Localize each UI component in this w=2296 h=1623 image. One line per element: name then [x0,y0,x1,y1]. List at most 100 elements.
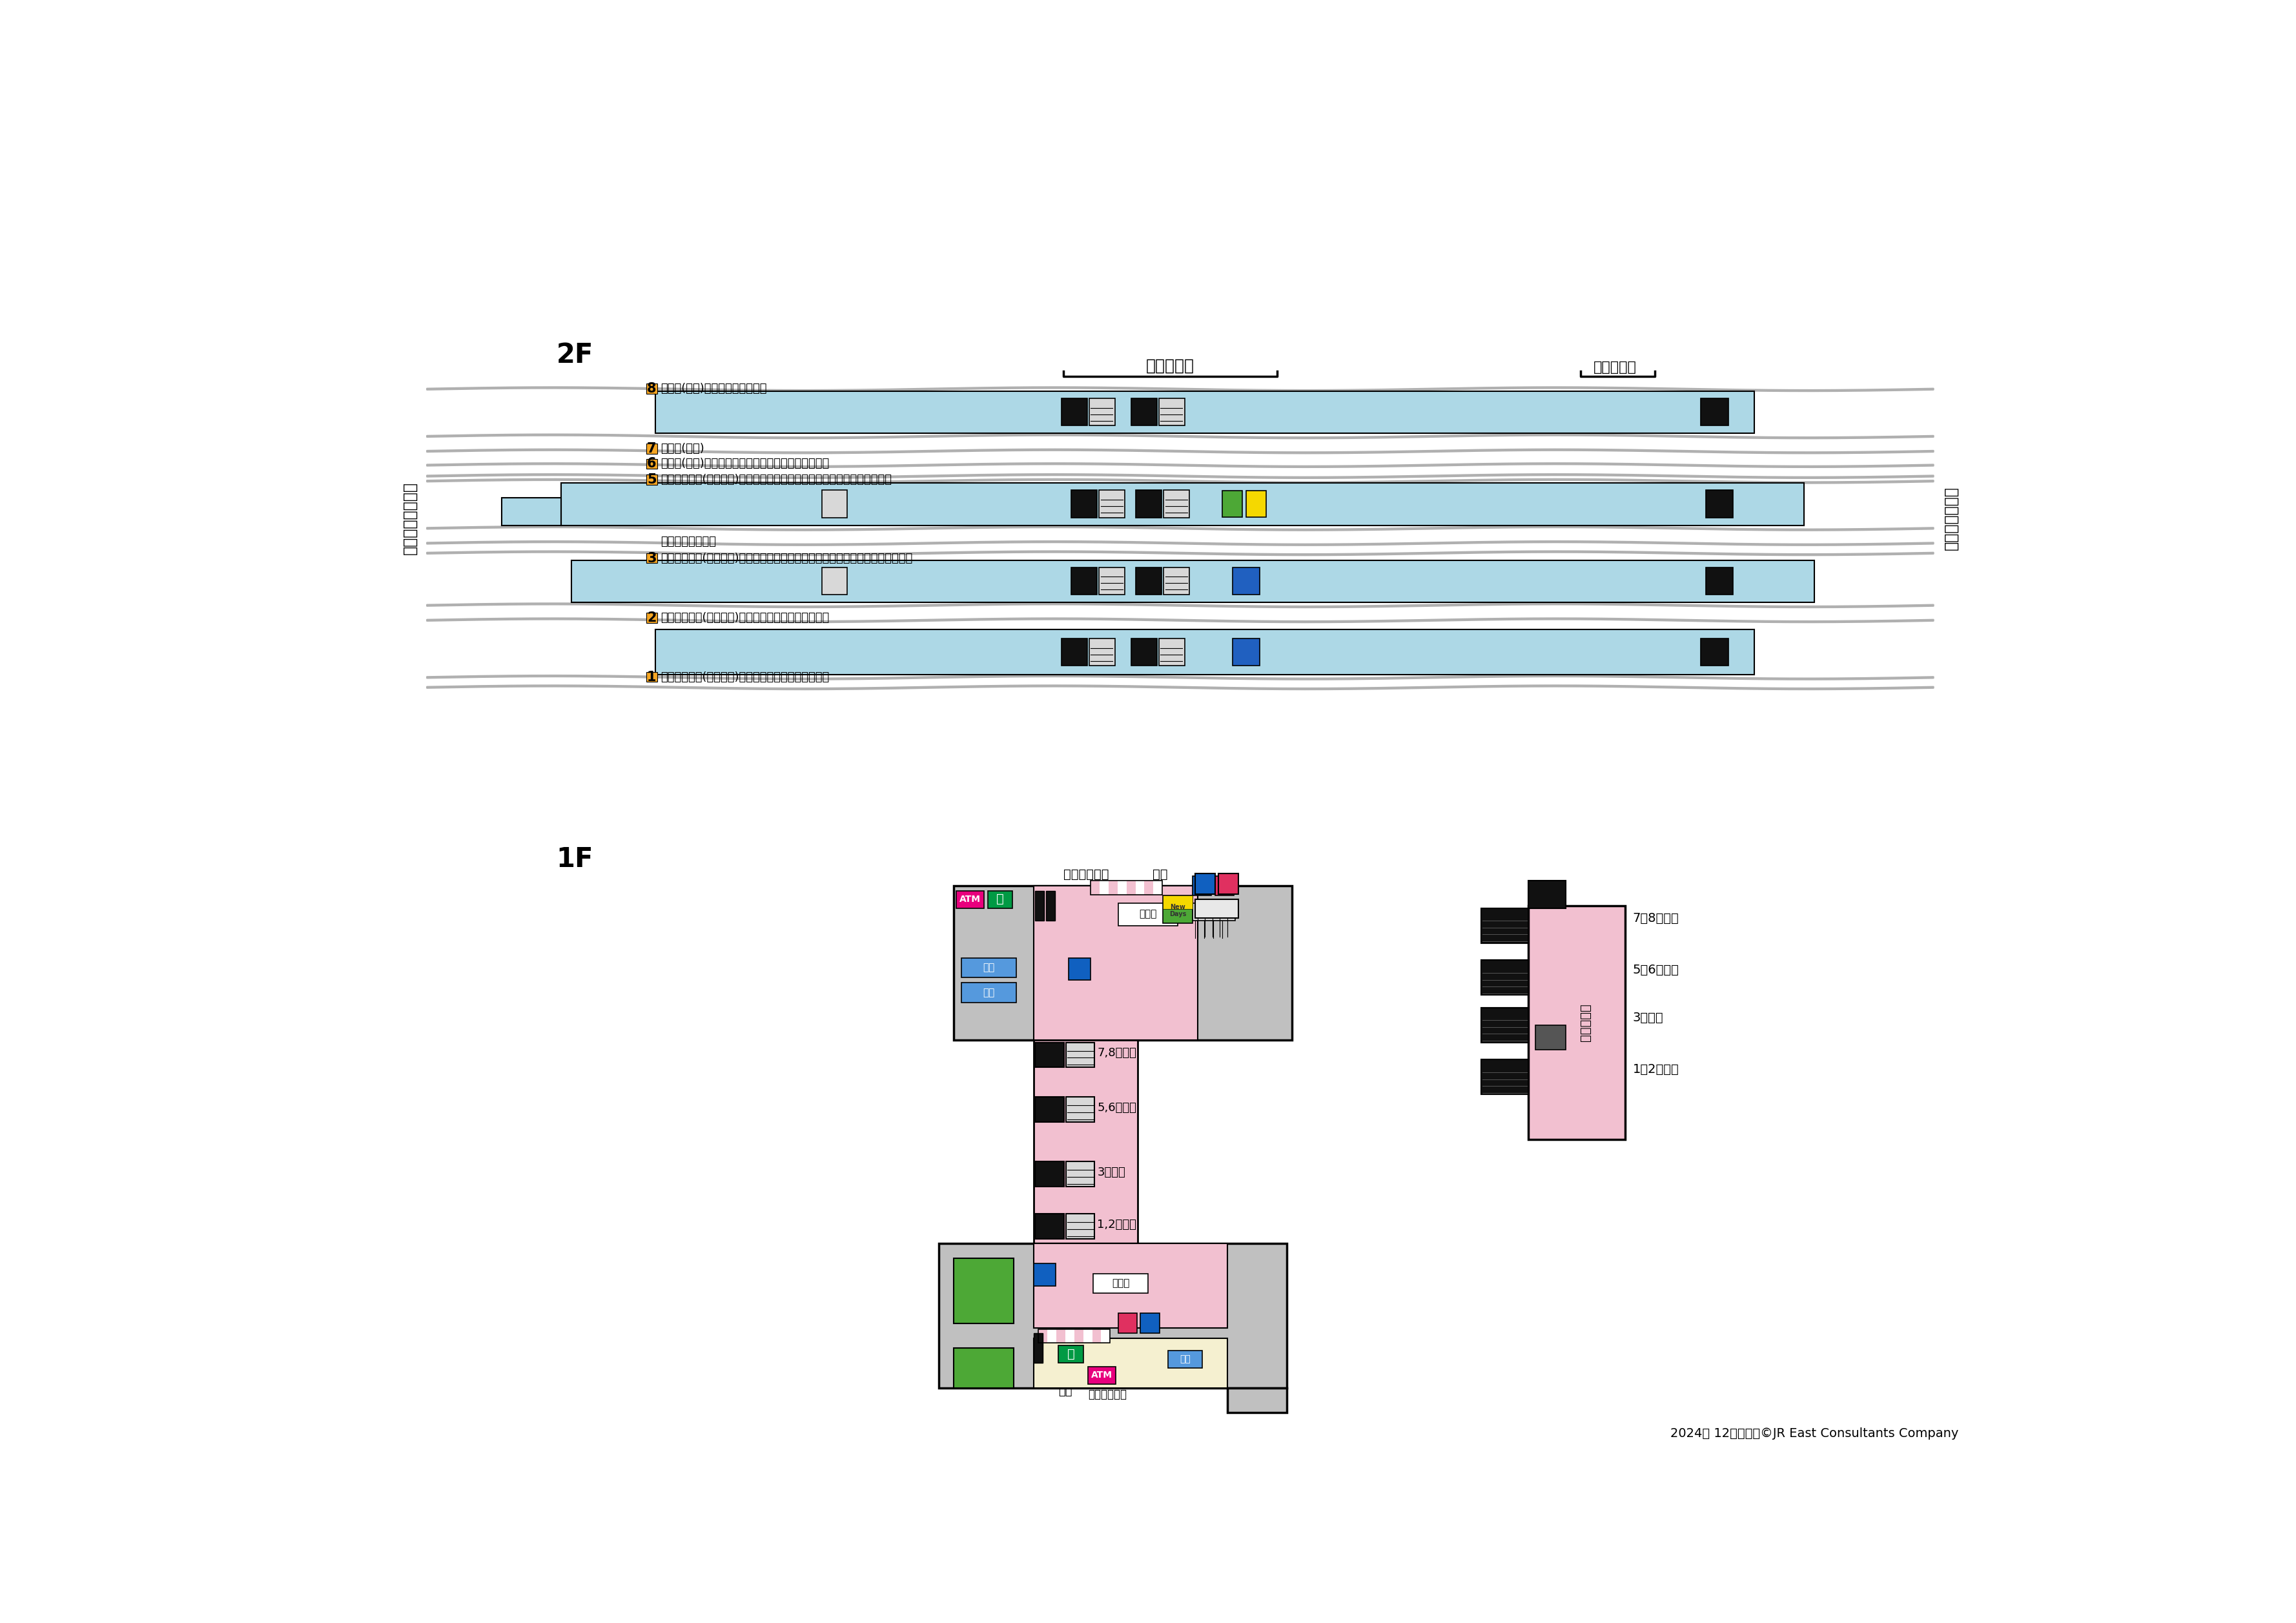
Bar [1143,881,1153,894]
Bar [572,560,1814,602]
Bar [645,443,657,454]
Bar [822,490,847,518]
Text: 精算所: 精算所 [1139,909,1157,919]
Bar [1706,490,1733,518]
Text: きっぷうりば: きっぷうりば [1088,1389,1127,1401]
Bar [1100,490,1125,518]
Text: New
Days: New Days [1169,904,1187,917]
Text: 5，6番線へ: 5，6番線へ [1632,964,1678,977]
Bar [1701,398,1729,425]
Text: 店舗: 店舗 [983,988,994,998]
Text: 8: 8 [647,381,657,394]
Text: 店舗: 店舗 [983,962,994,972]
Bar [1481,1008,1529,1042]
Bar [657,630,1754,675]
Text: 1，2番線へ: 1，2番線へ [1632,1063,1678,1076]
Bar [1247,490,1265,518]
Bar [1035,891,1045,920]
Text: 7，8番線へ: 7，8番線へ [1632,912,1678,923]
Bar [1035,1162,1063,1186]
Text: 3: 3 [647,552,657,565]
Text: 1,2番線へ: 1,2番線へ [1097,1219,1137,1230]
Bar [1169,1350,1203,1368]
Bar [1153,881,1162,894]
Bar [645,459,657,469]
Text: ATM: ATM [960,894,980,904]
Bar [1192,876,1212,896]
Bar [1033,1337,1228,1388]
Bar [962,982,1017,1003]
Bar [1529,906,1626,1139]
Bar [1035,1214,1063,1238]
Bar [1164,490,1189,518]
Bar [1088,638,1116,665]
Bar [1481,1060,1529,1094]
Bar [1481,909,1529,943]
Bar [645,383,657,394]
Bar [953,886,1293,1040]
Bar [645,672,657,682]
Text: 中央・総武線(各駅停車)（高円寺・荻窪・三鷹方面）（東京メトロ東西線方面）: 中央・総武線(各駅停車)（高円寺・荻窪・三鷹方面）（東京メトロ東西線方面） [661,552,912,563]
Bar [1047,891,1054,920]
Bar [1196,899,1238,919]
Bar [939,1243,1288,1388]
Bar [1084,1329,1093,1344]
Text: 東京メトロ東西線: 東京メトロ東西線 [661,536,716,547]
Bar [1137,490,1162,518]
Bar [1035,1097,1063,1121]
Bar [1047,1329,1056,1344]
Text: 中央線(快速)（新宿・東京方面）: 中央線(快速)（新宿・東京方面） [661,383,767,394]
Bar [1132,638,1157,665]
Bar [1481,1060,1529,1094]
Bar [1033,886,1199,1040]
Bar [1065,1097,1095,1121]
Bar [1162,896,1192,923]
Text: 1F: 1F [556,846,592,873]
Text: 新宿・千葉方面: 新宿・千葉方面 [1942,485,1958,550]
Bar [1065,1162,1095,1186]
Bar [1093,1274,1148,1294]
Bar [1127,881,1137,894]
Text: 中央・総武線(各駅停車)（東中野・新宿・千葉・東京メトロ東西線方面）: 中央・総武線(各駅停車)（東中野・新宿・千葉・東京メトロ東西線方面） [661,474,891,485]
Bar [962,958,1017,977]
Text: 中央・総武線(各駅停車)（東中野・新宿・千葉方面）: 中央・総武線(各駅停車)（東中野・新宿・千葉方面） [661,612,829,623]
Bar [1091,881,1100,894]
Bar [1481,961,1529,995]
Bar [1481,1008,1529,1042]
Bar [645,613,657,623]
Text: 中央線(快速)（武蔵小金井・立川・高尾・大月方面）: 中央線(快速)（武蔵小金井・立川・高尾・大月方面） [661,458,829,469]
Bar [1228,1388,1288,1412]
Bar [1159,398,1185,425]
Text: 指: 指 [1068,1347,1075,1360]
Bar [1038,1329,1109,1344]
Bar [1481,961,1529,995]
Bar [1141,1313,1159,1332]
Bar [1701,638,1729,665]
Bar [1061,638,1088,665]
Bar [1196,873,1215,894]
Bar [501,498,560,526]
Text: 5,6番線へ: 5,6番線へ [1097,1102,1137,1113]
Bar [1056,1329,1065,1344]
Bar [1033,1040,1139,1243]
Bar [1219,873,1238,894]
Text: きっぷうりば: きっぷうりば [1063,868,1109,881]
Bar [957,891,983,909]
Text: 6: 6 [647,458,657,471]
Bar [645,474,657,485]
Bar [1102,1329,1109,1344]
Bar [822,568,847,594]
Text: 3番線へ: 3番線へ [1632,1011,1662,1024]
Bar [1072,568,1097,594]
Bar [953,1258,1013,1323]
Text: 指: 指 [996,893,1003,906]
Bar [1058,1345,1084,1363]
Bar [1035,1042,1063,1068]
Text: 中央線(快速): 中央線(快速) [661,443,705,454]
Bar [1033,1243,1228,1328]
Bar [1088,398,1116,425]
Bar [1033,1264,1056,1285]
Bar [1481,909,1529,943]
Bar [1132,398,1157,425]
Bar [1215,876,1233,896]
